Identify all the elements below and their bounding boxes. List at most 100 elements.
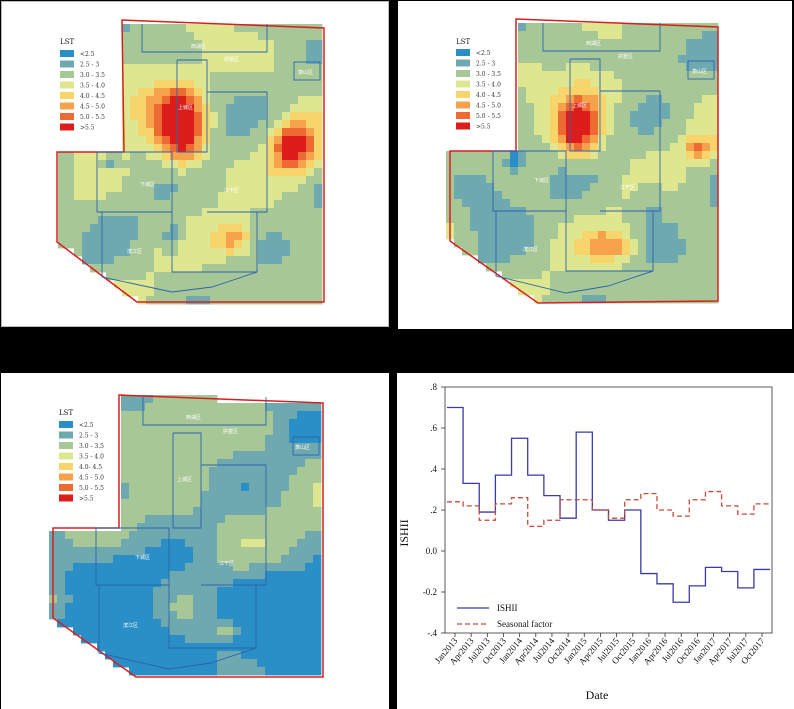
heat-cell [209,491,218,500]
heat-cell [622,263,631,272]
heat-cell [106,224,115,233]
heat-cell [534,223,543,232]
heat-cell [153,651,162,660]
heat-cell [590,23,599,32]
heat-cell [121,611,130,620]
heat-cell [218,24,227,33]
heat-cell [542,295,551,304]
heat-cell [678,239,687,248]
heat-cell [209,587,218,596]
heat-cell [598,79,607,88]
heat-cell [282,128,291,137]
heat-cell [89,595,98,604]
map-2-legend-label-0: <2.5 [476,50,491,57]
heat-cell [306,128,315,137]
heat-cell [298,160,307,169]
heat-cell [297,411,306,420]
heat-cell [241,515,250,524]
heat-cell [178,192,187,201]
heat-cell [305,595,314,604]
heat-cell [122,224,131,233]
heat-cell [186,88,195,97]
heat-cell [186,208,195,217]
heat-cell [241,459,250,468]
heat-cell [202,72,211,81]
heat-cell [170,280,179,289]
heat-cell [217,403,226,412]
heat-cell [526,55,535,64]
heat-cell [170,88,179,97]
heat-cell [273,667,282,676]
heat-cell [177,579,186,588]
heat-cell [137,491,146,500]
heat-cell [542,23,551,32]
heat-cell [494,183,503,192]
heat-cell [550,239,559,248]
heat-cell [241,547,250,556]
heat-cell [105,627,114,636]
heat-cell [646,199,655,208]
heat-cell [638,167,647,176]
map-3-legend-label-1: 2.5 - 3 [79,433,98,440]
heat-cell [686,175,695,184]
heat-cell [154,184,163,193]
heat-cell [177,595,186,604]
heat-cell [178,224,187,233]
heat-cell [154,168,163,177]
heat-cell [233,507,242,516]
heat-cell [154,200,163,209]
heat-cell [622,79,631,88]
heat-cell [225,667,234,676]
heat-cell [257,467,266,476]
heat-cell [305,411,314,420]
heat-cell [622,119,631,128]
heat-cell [281,443,290,452]
heat-cell [646,215,655,224]
heat-cell [162,72,171,81]
heat-cell [282,152,291,161]
heat-cell [209,659,218,668]
heat-cell [265,419,274,428]
heat-cell [518,199,527,208]
heat-cell [178,296,187,305]
heat-cell [297,659,306,668]
heat-cell [670,159,679,168]
heat-cell [282,72,291,81]
heat-cell [194,192,203,201]
heat-cell [257,419,266,428]
heat-cell [273,443,282,452]
heat-cell [185,395,194,404]
heat-cell [258,296,267,305]
heat-cell [313,659,322,668]
heat-cell [106,168,115,177]
heat-cell [185,427,194,436]
heat-cell [105,643,114,652]
heat-cell [154,296,163,305]
heat-cell [298,248,307,257]
heat-cell [662,71,671,80]
heat-cell [97,571,106,580]
heat-cell [274,216,283,225]
heat-cell [654,263,663,272]
heat-cell [273,459,282,468]
heat-cell [313,651,322,660]
heat-cell [249,467,258,476]
heat-cell [170,72,179,81]
heat-cell [210,40,219,49]
heat-cell [218,144,227,153]
heat-cell [582,127,591,136]
heat-cell [209,635,218,644]
heat-cell [590,231,599,240]
heat-cell [162,64,171,73]
heat-cell [478,255,487,264]
map-1-legend-label-6: 5.0 - 5.5 [80,114,105,121]
heat-cell [129,515,138,524]
heat-cell [702,255,711,264]
heat-cell [257,515,266,524]
heat-cell [137,595,146,604]
heat-cell [305,475,314,484]
heat-cell [145,483,154,492]
heat-cell [210,248,219,257]
heat-cell [233,475,242,484]
heat-cell [186,32,195,41]
